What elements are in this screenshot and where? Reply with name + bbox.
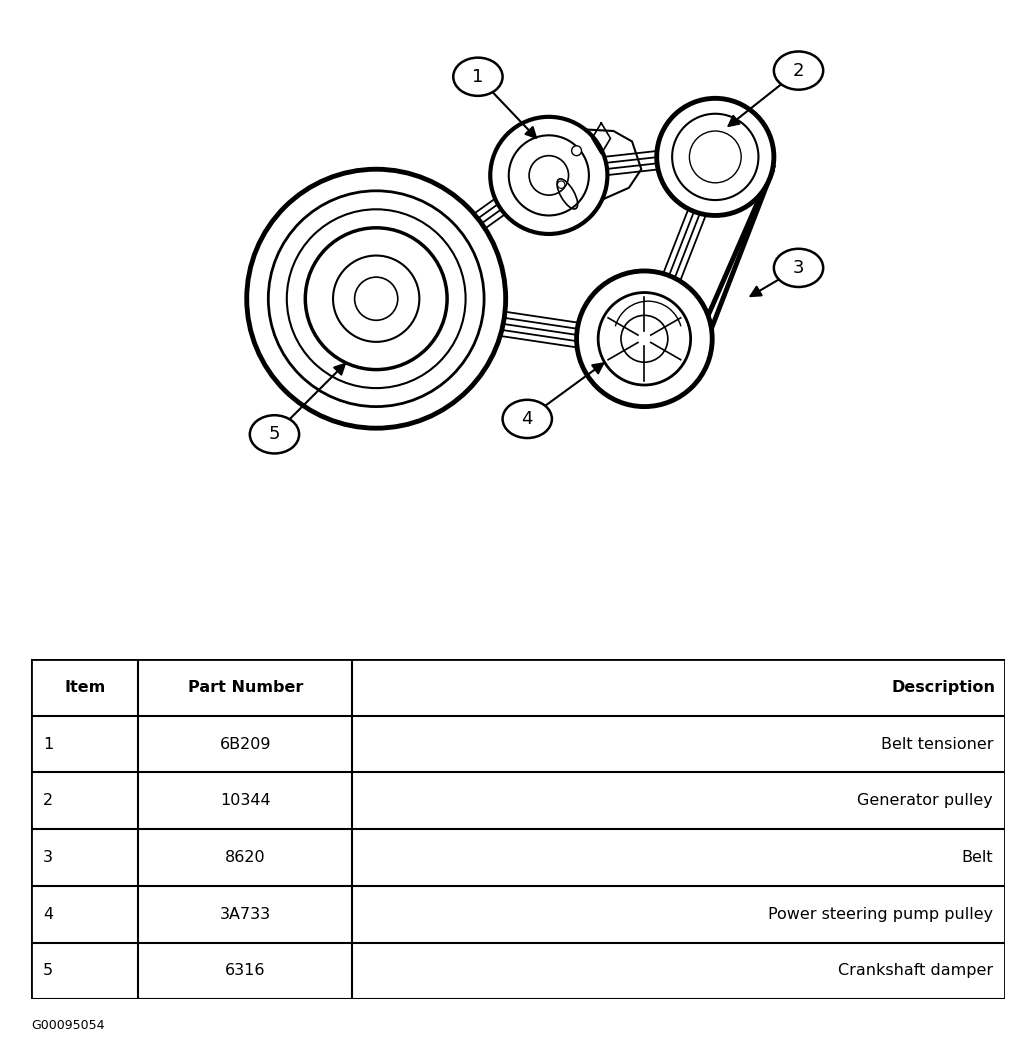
Circle shape xyxy=(689,131,741,183)
Text: 6316: 6316 xyxy=(225,963,265,978)
Text: 5: 5 xyxy=(42,963,53,978)
Text: Belt tensioner: Belt tensioner xyxy=(881,737,994,752)
Circle shape xyxy=(333,255,420,342)
Circle shape xyxy=(287,209,465,388)
Circle shape xyxy=(490,117,607,234)
Circle shape xyxy=(572,146,581,155)
Text: 10344: 10344 xyxy=(220,793,270,808)
Ellipse shape xyxy=(250,416,299,454)
Text: 3A733: 3A733 xyxy=(220,907,270,922)
Ellipse shape xyxy=(774,51,824,89)
Text: 2: 2 xyxy=(42,793,53,808)
Text: 3: 3 xyxy=(793,259,804,276)
Text: 8620: 8620 xyxy=(225,850,265,865)
Text: G00095054: G00095054 xyxy=(31,1019,105,1032)
Ellipse shape xyxy=(774,249,824,287)
Circle shape xyxy=(672,114,758,200)
Text: 3: 3 xyxy=(42,850,53,865)
Circle shape xyxy=(621,316,668,362)
Text: Description: Description xyxy=(891,680,996,695)
Text: Power steering pump pulley: Power steering pump pulley xyxy=(768,907,994,922)
Text: Item: Item xyxy=(64,680,106,695)
Text: Belt: Belt xyxy=(961,850,994,865)
Circle shape xyxy=(577,271,712,406)
Text: Generator pulley: Generator pulley xyxy=(858,793,994,808)
Circle shape xyxy=(509,135,588,216)
Circle shape xyxy=(598,292,691,385)
Circle shape xyxy=(657,98,774,216)
Text: Part Number: Part Number xyxy=(188,680,303,695)
Text: Crankshaft damper: Crankshaft damper xyxy=(838,963,994,978)
Text: 4: 4 xyxy=(42,907,53,922)
Text: 5: 5 xyxy=(268,425,280,443)
Text: 6B209: 6B209 xyxy=(220,737,271,752)
Text: 1: 1 xyxy=(42,737,53,752)
Circle shape xyxy=(268,191,484,406)
Text: 1: 1 xyxy=(472,68,484,86)
Text: 4: 4 xyxy=(521,410,533,428)
Circle shape xyxy=(354,277,398,320)
Circle shape xyxy=(247,169,506,428)
Text: 2: 2 xyxy=(793,62,804,80)
Ellipse shape xyxy=(502,400,552,438)
Circle shape xyxy=(306,227,448,370)
Ellipse shape xyxy=(454,57,502,96)
Circle shape xyxy=(529,155,569,196)
Circle shape xyxy=(557,181,565,188)
